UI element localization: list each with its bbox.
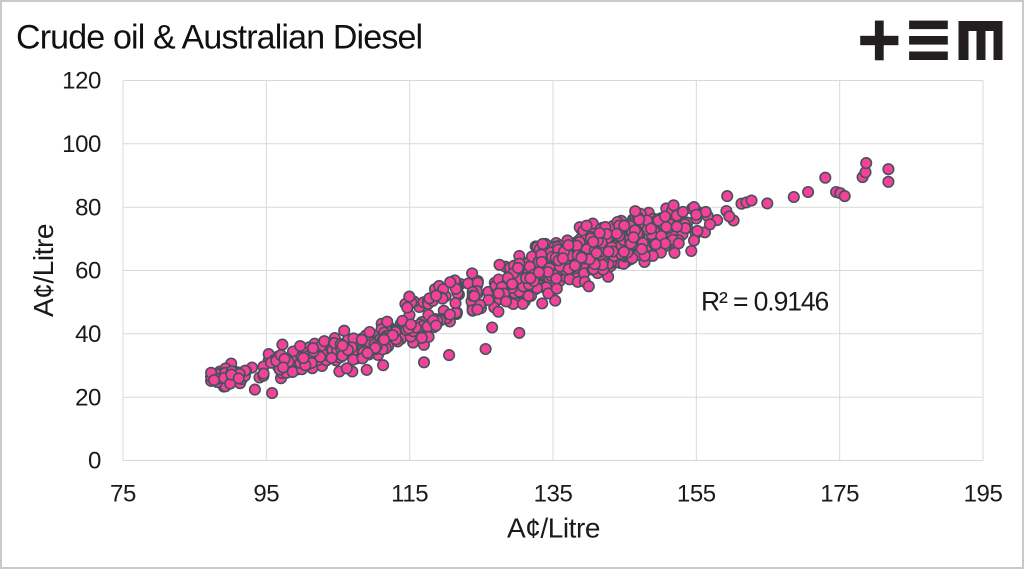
svg-text:R² = 0.9146: R² = 0.9146 bbox=[701, 287, 828, 317]
svg-text:40: 40 bbox=[75, 321, 101, 348]
svg-text:175: 175 bbox=[820, 481, 859, 508]
svg-text:20: 20 bbox=[75, 384, 101, 411]
svg-text:135: 135 bbox=[534, 481, 573, 508]
svg-text:195: 195 bbox=[964, 481, 1003, 508]
svg-text:115: 115 bbox=[391, 481, 428, 508]
svg-text:A¢/Litre: A¢/Litre bbox=[507, 513, 600, 544]
svg-text:75: 75 bbox=[110, 481, 136, 508]
svg-text:A¢/Litre: A¢/Litre bbox=[28, 224, 59, 317]
svg-text:100: 100 bbox=[62, 131, 101, 158]
svg-text:95: 95 bbox=[253, 481, 279, 508]
svg-text:155: 155 bbox=[677, 481, 716, 508]
svg-text:120: 120 bbox=[62, 68, 101, 95]
svg-text:0: 0 bbox=[88, 448, 101, 475]
svg-text:Crude oil & Australian Diesel: Crude oil & Australian Diesel bbox=[16, 19, 422, 57]
svg-text:60: 60 bbox=[75, 258, 101, 285]
svg-text:80: 80 bbox=[75, 194, 101, 221]
